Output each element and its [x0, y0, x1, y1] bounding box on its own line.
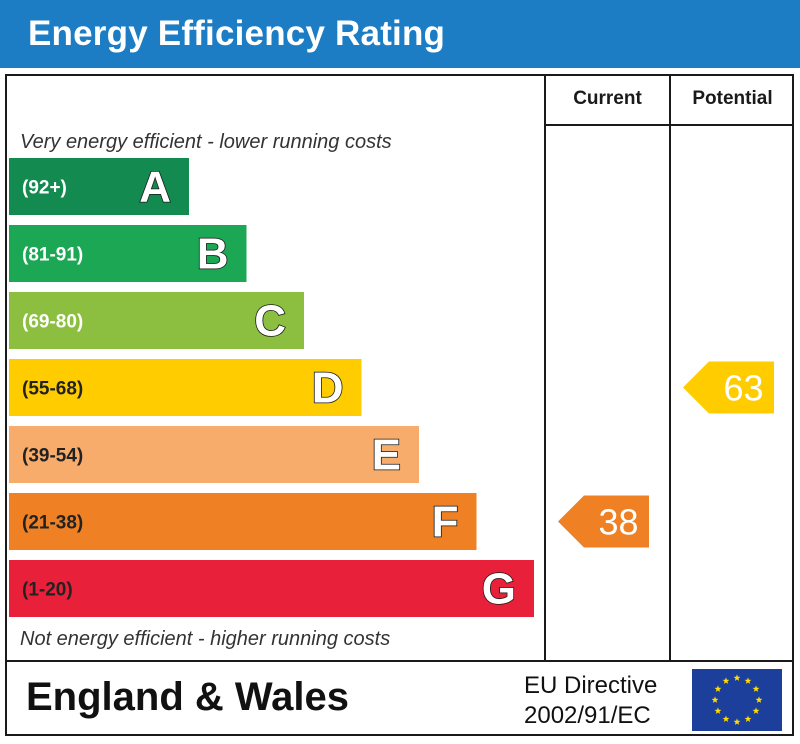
- eu-flag-star: [714, 707, 722, 714]
- current-column-header: Current: [573, 88, 642, 109]
- top-caption: Very energy efficient - lower running co…: [20, 131, 392, 153]
- eu-directive-number: 2002/91/EC: [524, 702, 651, 729]
- band-c-bar: [9, 292, 304, 349]
- band-g-bar: [9, 560, 534, 617]
- current-rating-arrow: [558, 495, 649, 548]
- rating-frame: [5, 74, 794, 736]
- current-rating-value: 38: [598, 502, 638, 543]
- band-e-bar: [9, 426, 419, 483]
- eu-flag-icon: [692, 669, 782, 731]
- band-c-range: (69-80): [22, 312, 83, 333]
- eu-flag-star: [714, 685, 722, 692]
- eu-flag-star: [733, 718, 741, 725]
- band-f-range: (21-38): [22, 513, 83, 534]
- eu-flag-star: [722, 715, 730, 722]
- eu-flag-star: [711, 696, 719, 703]
- region-label: England & Wales: [26, 675, 350, 719]
- band-a-letter: A: [139, 163, 171, 212]
- divider-current: [544, 74, 546, 662]
- eu-flag-star: [752, 685, 760, 692]
- band-c-letter: C: [254, 297, 286, 346]
- potential-rating-arrow: [683, 361, 774, 414]
- band-g-letter: G: [482, 565, 516, 614]
- footer-rule: [5, 660, 794, 662]
- eu-flag-star: [752, 707, 760, 714]
- band-d-letter: D: [312, 364, 344, 413]
- title-bar: Energy Efficiency Rating: [0, 0, 800, 68]
- potential-rating-value: 63: [723, 368, 763, 409]
- potential-column-header: Potential: [692, 88, 773, 109]
- band-f-letter: F: [432, 498, 459, 547]
- band-a-bar: [9, 158, 189, 215]
- band-f-bar: [9, 493, 477, 550]
- bottom-caption: Not energy efficient - higher running co…: [20, 628, 391, 650]
- eu-directive-label: EU Directive: [524, 672, 658, 699]
- band-b-letter: B: [197, 230, 229, 279]
- band-e-letter: E: [372, 431, 401, 480]
- eu-flag-star: [722, 677, 730, 684]
- band-e-range: (39-54): [22, 446, 83, 467]
- eu-flag-star: [744, 715, 752, 722]
- eu-flag-star: [733, 674, 741, 681]
- eu-flag-star: [744, 677, 752, 684]
- eu-flag-star: [755, 696, 763, 703]
- divider-potential: [669, 74, 671, 662]
- band-d-bar: [9, 359, 362, 416]
- chart-title: Energy Efficiency Rating: [28, 14, 446, 53]
- band-a-range: (92+): [22, 178, 67, 199]
- band-g-range: (1-20): [22, 580, 73, 601]
- band-b-bar: [9, 225, 247, 282]
- band-d-range: (55-68): [22, 379, 83, 400]
- column-header-rule: [544, 124, 794, 126]
- band-b-range: (81-91): [22, 245, 83, 266]
